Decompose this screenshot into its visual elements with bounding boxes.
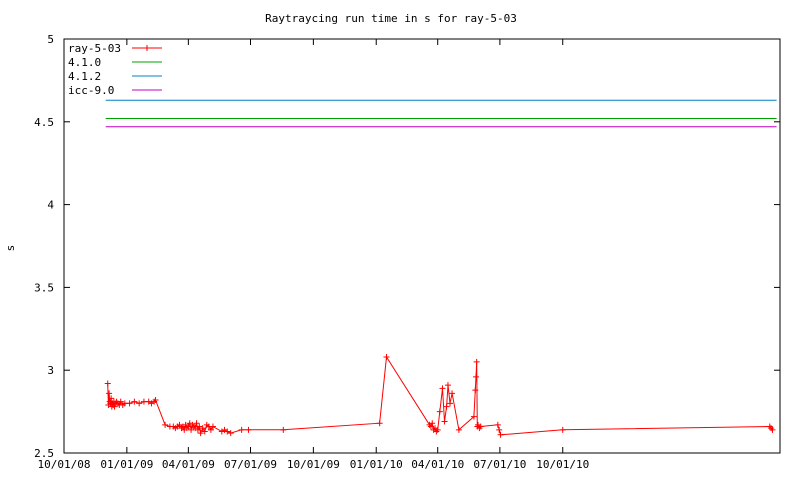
data-point — [497, 431, 504, 438]
data-point — [439, 385, 446, 392]
data-point — [199, 425, 206, 432]
data-point — [224, 428, 231, 435]
data-point — [136, 400, 143, 407]
data-point — [238, 426, 245, 433]
data-point — [447, 400, 454, 407]
data-point — [559, 426, 566, 433]
data-point — [455, 426, 462, 433]
data-point — [106, 390, 113, 397]
data-point — [376, 420, 383, 427]
data-point — [104, 380, 111, 387]
chart-title: Raytraycing run time in s for ray-5-03 — [265, 12, 517, 25]
x-tick-label: 10/01/10 — [536, 458, 589, 471]
data-point — [477, 423, 484, 430]
data-point — [117, 398, 124, 405]
x-tick-label: 01/01/10 — [350, 458, 403, 471]
x-tick-label: 01/01/09 — [100, 458, 153, 471]
data-point — [436, 408, 443, 415]
x-tick-label: 07/01/10 — [473, 458, 526, 471]
data-point — [444, 382, 451, 389]
data-point — [197, 430, 204, 437]
data-point — [434, 426, 441, 433]
y-tick-label: 5 — [47, 33, 54, 46]
data-point — [429, 420, 436, 427]
data-point — [131, 398, 138, 405]
data-point — [470, 413, 477, 420]
x-tick-label: 10/01/08 — [38, 458, 91, 471]
data-point — [176, 421, 183, 428]
plot-frame — [63, 38, 781, 454]
legend-label: 4.1.2 — [68, 70, 101, 83]
legend-marker — [144, 45, 150, 51]
legend-label: ray-5-03 — [68, 42, 121, 55]
data-point — [769, 426, 776, 433]
series-layer — [104, 99, 777, 438]
x-tick-label: 04/01/10 — [411, 458, 464, 471]
y-axis-label: s — [4, 245, 17, 252]
data-point — [441, 418, 448, 425]
y-tick-label: 4 — [47, 199, 54, 212]
legend-label: 4.1.0 — [68, 56, 101, 69]
data-point — [209, 423, 216, 430]
data-point — [162, 421, 169, 428]
data-point — [126, 400, 133, 407]
data-point — [383, 353, 390, 360]
y-tick-label: 2.5 — [34, 447, 54, 460]
data-point — [201, 428, 208, 435]
y-tick-label: 4.5 — [34, 116, 54, 129]
data-point — [449, 390, 456, 397]
data-point — [472, 373, 479, 380]
data-point — [185, 423, 192, 430]
x-tick-label: 04/01/09 — [162, 458, 215, 471]
data-point — [496, 426, 503, 433]
data-point — [427, 423, 434, 430]
series-line — [107, 355, 773, 436]
data-point — [443, 403, 450, 410]
data-point — [194, 426, 201, 433]
data-point — [494, 421, 501, 428]
data-point — [207, 426, 214, 433]
data-point — [227, 430, 234, 437]
data-point — [188, 426, 195, 433]
data-point — [193, 420, 200, 427]
data-point — [111, 403, 118, 410]
data-point — [472, 387, 479, 394]
data-point — [152, 397, 159, 404]
data-point — [280, 426, 287, 433]
x-tick-label: 10/01/09 — [287, 458, 340, 471]
y-tick-label: 3.5 — [34, 281, 54, 294]
x-tick-label: 07/01/09 — [224, 458, 277, 471]
data-point — [108, 395, 115, 402]
legend-label: icc-9.0 — [68, 84, 114, 97]
data-point — [245, 426, 252, 433]
data-point — [196, 423, 203, 430]
data-point — [473, 358, 480, 365]
x-ticks: 10/01/08 01/01/09 04/01/09 07/01/09 10/01/09… — [38, 39, 589, 471]
y-tick-label: 3 — [47, 364, 54, 377]
y-ticks: 2.5 3 3.5 4 4.5 5 — [34, 33, 780, 460]
